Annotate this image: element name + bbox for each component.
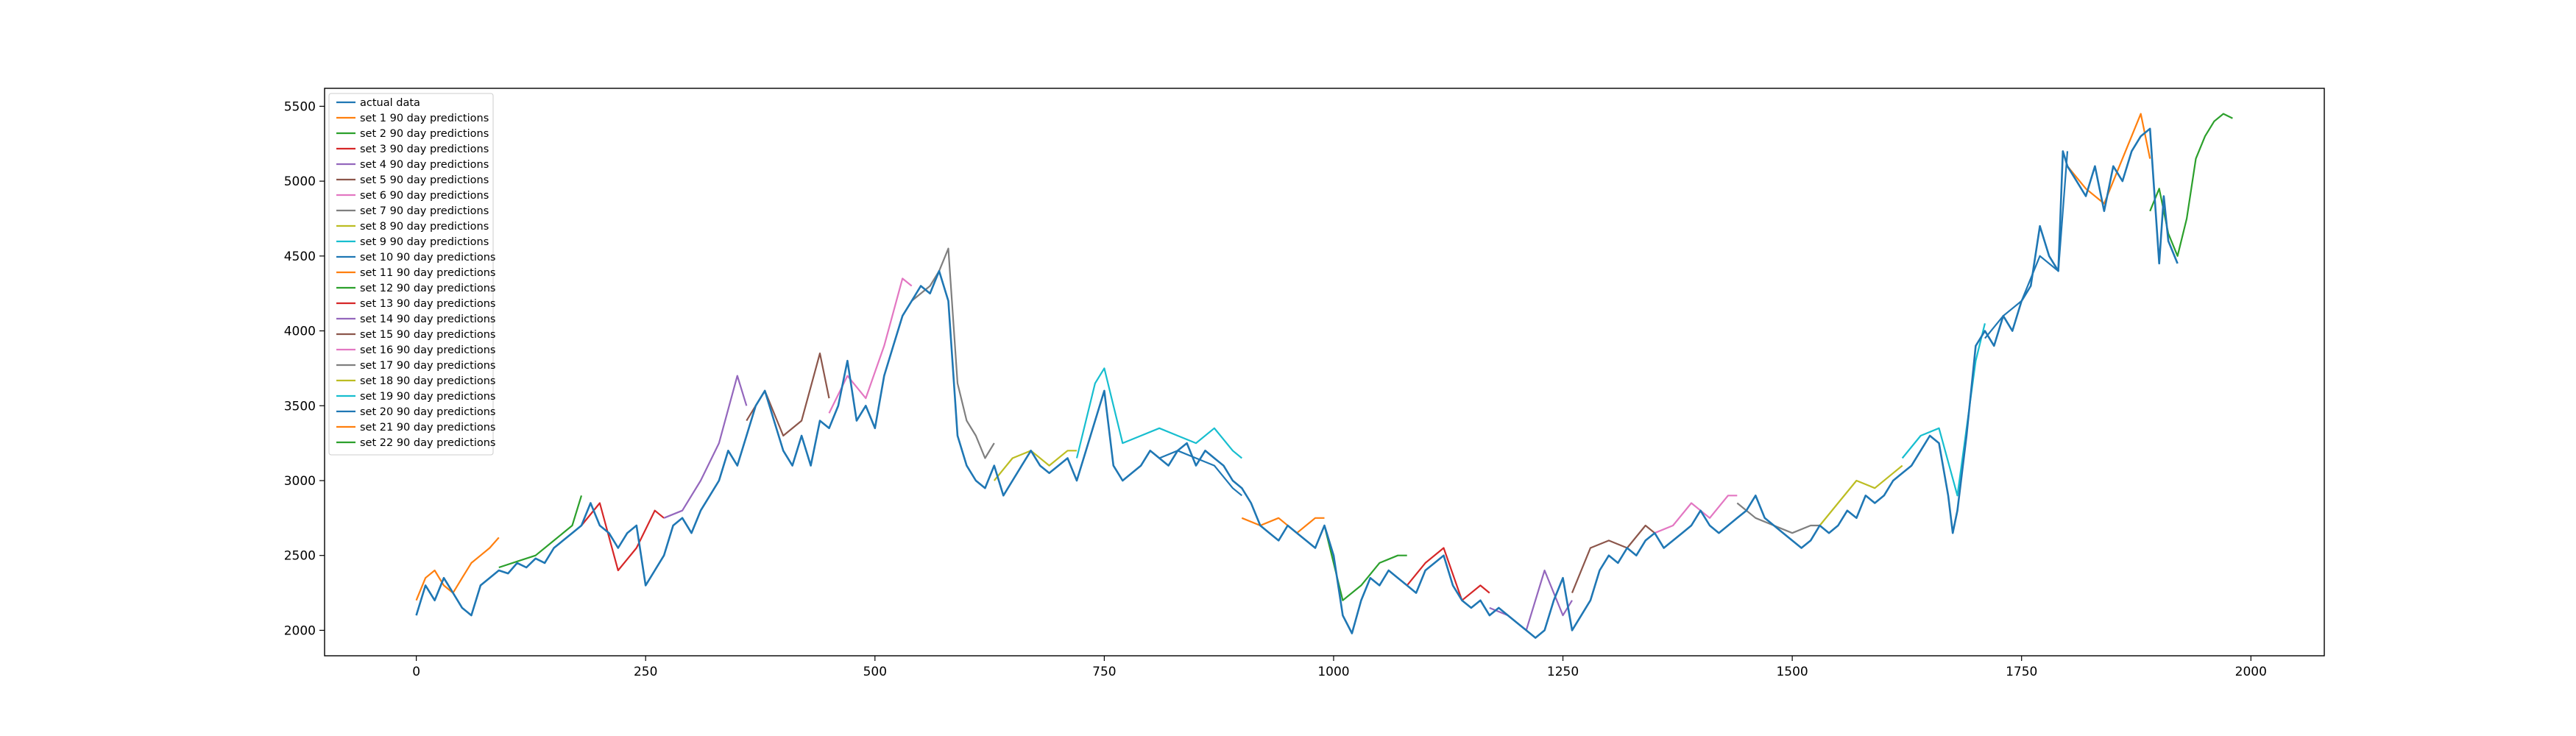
legend-entry: set 18 90 day predictions (336, 375, 495, 387)
series-line-actual-data (415, 127, 2179, 639)
series-line-set-11 (1241, 517, 1325, 534)
series-line-set-8 (993, 450, 1077, 481)
series-line-set-5 (746, 353, 830, 437)
y-tick-label: 3500 (284, 399, 316, 414)
y-tick-label: 3000 (284, 474, 316, 489)
y-tick-label: 4500 (284, 250, 316, 264)
x-tick-label: 500 (863, 665, 887, 679)
legend-label: set 13 90 day predictions (360, 298, 495, 310)
series-line-set-17 (1736, 502, 1820, 534)
legend-label: set 21 90 day predictions (360, 422, 495, 434)
legend-entry: set 11 90 day predictions (336, 267, 495, 279)
x-tick-label: 750 (1092, 665, 1116, 679)
series-line-set-13 (1406, 547, 1490, 601)
legend-label: set 17 90 day predictions (360, 360, 495, 372)
y-tick-label: 5000 (284, 174, 316, 189)
series-line-set-1 (415, 537, 500, 601)
legend-entry: set 5 90 day predictions (336, 174, 489, 186)
legend-entry: set 6 90 day predictions (336, 190, 489, 202)
series-line-set-21 (2067, 113, 2151, 205)
x-tick-label: 1750 (2006, 665, 2037, 679)
legend-entry: set 12 90 day predictions (336, 283, 495, 294)
legend-label: set 2 90 day predictions (360, 128, 489, 140)
legend-label: set 4 90 day predictions (360, 159, 489, 171)
legend-label: set 14 90 day predictions (360, 314, 495, 325)
legend-label: set 5 90 day predictions (360, 174, 489, 186)
y-tick-label: 2500 (284, 549, 316, 564)
y-axis: 2000 2500 3000 3500 4000 4500 5000 5500 (284, 99, 325, 638)
legend-label: set 11 90 day predictions (360, 267, 495, 279)
series-line-set-15 (1571, 524, 1655, 594)
series-line-set-20 (1984, 151, 2069, 339)
series-line-set-18 (1819, 464, 1903, 526)
legend-label: set 18 90 day predictions (360, 375, 495, 387)
series-lines (415, 113, 2233, 639)
series-line-set-10 (1158, 450, 1242, 497)
series-line-set-14 (1489, 569, 1573, 631)
legend-entry: set 3 90 day predictions (336, 144, 489, 155)
series-line-set-3 (581, 502, 665, 572)
legend-entry: set 4 90 day predictions (336, 159, 489, 171)
legend-label: set 7 90 day predictions (360, 205, 489, 217)
legend-entry: set 20 90 day predictions (336, 406, 495, 418)
legend-entry: set 13 90 day predictions (336, 298, 495, 310)
legend-label: set 10 90 day predictions (360, 252, 495, 263)
legend-label: set 15 90 day predictions (360, 329, 495, 341)
legend-label: set 8 90 day predictions (360, 221, 489, 233)
y-tick-label: 2000 (284, 623, 316, 638)
legend-label: set 12 90 day predictions (360, 283, 495, 294)
legend-entry: actual data (336, 97, 420, 109)
legend-entry: set 10 90 day predictions (336, 252, 495, 263)
y-tick-label: 4000 (284, 325, 316, 339)
legend-box (328, 93, 494, 456)
axes-frame (324, 88, 2325, 657)
x-tick-label: 2000 (2235, 665, 2267, 679)
series-line-set-6 (828, 277, 913, 414)
legend-entry: set 2 90 day predictions (336, 128, 489, 140)
series-line-set-7 (911, 247, 995, 459)
legend-label: actual data (360, 97, 420, 109)
legend-entry: set 8 90 day predictions (336, 221, 489, 233)
legend-entry: set 22 90 day predictions (336, 437, 495, 449)
legend-entry: set 15 90 day predictions (336, 329, 495, 341)
legend-label: set 22 90 day predictions (360, 437, 495, 449)
series-line-set-2 (498, 495, 583, 569)
x-tick-label: 1500 (1776, 665, 1808, 679)
legend-entry: set 7 90 day predictions (336, 205, 489, 217)
legend-entry: set 14 90 day predictions (336, 314, 495, 325)
legend-label: set 20 90 day predictions (360, 406, 495, 418)
series-line-set-4 (663, 375, 748, 519)
legend: actual data set 1 90 day predictions set 2… (328, 93, 495, 456)
legend-label: set 1 90 day predictions (360, 113, 489, 124)
legend-label: set 6 90 day predictions (360, 190, 489, 202)
legend-entry: set 9 90 day predictions (336, 236, 489, 248)
legend-entry: set 1 90 day predictions (336, 113, 489, 124)
series-line-set-12 (1323, 525, 1407, 601)
x-tick-label: 1000 (1317, 665, 1349, 679)
legend-entry: set 19 90 day predictions (336, 391, 495, 403)
plot-area: 0 250 500 750 1000 1250 1500 1750 2000 2000 2500 3… (284, 88, 2325, 679)
series-line-set-19 (1901, 323, 1986, 497)
legend-label: set 3 90 day predictions (360, 144, 489, 155)
x-axis: 0 250 500 750 1000 1250 1500 1750 2000 (412, 656, 2267, 679)
x-tick-label: 0 (412, 665, 420, 679)
legend-entry: set 21 90 day predictions (336, 422, 495, 434)
legend-label: set 19 90 day predictions (360, 391, 495, 403)
legend-entry: set 17 90 day predictions (336, 360, 495, 372)
x-tick-label: 1250 (1547, 665, 1579, 679)
series-line-set-22 (2149, 113, 2233, 257)
x-tick-label: 250 (634, 665, 657, 679)
series-line-set-9 (1075, 367, 1242, 459)
y-tick-label: 5500 (284, 99, 316, 114)
legend-entry: set 16 90 day predictions (336, 344, 495, 356)
legend-label: set 9 90 day predictions (360, 236, 489, 248)
legend-label: set 16 90 day predictions (360, 344, 495, 356)
